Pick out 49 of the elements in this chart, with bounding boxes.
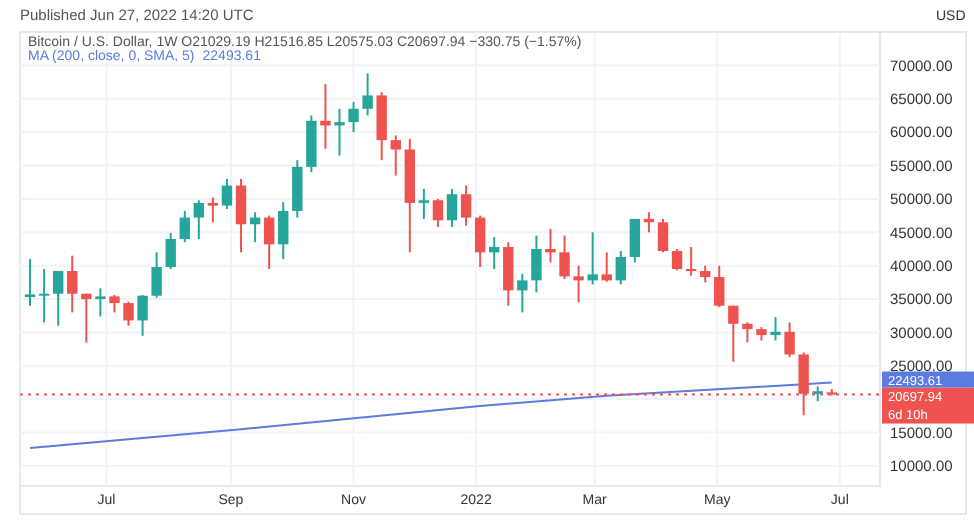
candlestick <box>587 231 598 286</box>
candlestick <box>348 101 359 134</box>
candlestick <box>193 199 205 240</box>
candlestick <box>179 209 190 244</box>
candlestick <box>81 292 92 344</box>
candlestick <box>263 214 275 271</box>
candlestick <box>292 159 303 219</box>
candlestick <box>531 234 542 294</box>
candlestick <box>657 217 669 254</box>
candlestick <box>432 197 444 228</box>
candlestick <box>123 300 134 327</box>
candlestick <box>770 316 781 342</box>
candlestick <box>742 321 753 344</box>
candlestick <box>728 304 739 363</box>
candlestick <box>601 251 612 283</box>
candlestick <box>517 272 528 314</box>
candlestick <box>390 134 401 177</box>
candlestick <box>474 214 486 269</box>
candlestick <box>24 258 36 307</box>
candlestick <box>38 268 50 324</box>
candlestick <box>615 249 626 286</box>
candlestick <box>221 177 233 210</box>
candlestick <box>446 187 458 228</box>
candlestick <box>573 264 584 304</box>
candlestick <box>559 234 570 281</box>
candlestick <box>165 231 176 271</box>
candlestick <box>95 287 106 318</box>
candlestick <box>685 245 697 277</box>
candlestick <box>376 91 387 162</box>
candlestick <box>67 254 78 314</box>
candlestick <box>418 187 430 220</box>
candlestick <box>545 227 556 264</box>
candlestick <box>714 264 725 309</box>
candlestick <box>235 177 247 254</box>
candlestick <box>52 270 64 327</box>
candlestick <box>207 196 219 224</box>
candlestick <box>334 107 345 157</box>
line-series <box>29 381 833 449</box>
candlestick <box>151 251 162 299</box>
candlestick <box>784 321 795 359</box>
candlestick <box>306 114 317 174</box>
candlestick <box>137 294 148 337</box>
candlestick <box>671 247 683 272</box>
candlestick <box>320 83 331 150</box>
candlestick <box>629 217 641 264</box>
candlestick <box>503 241 514 307</box>
candlestick <box>362 72 373 117</box>
candlestick <box>278 201 289 260</box>
candlestick <box>460 184 472 227</box>
